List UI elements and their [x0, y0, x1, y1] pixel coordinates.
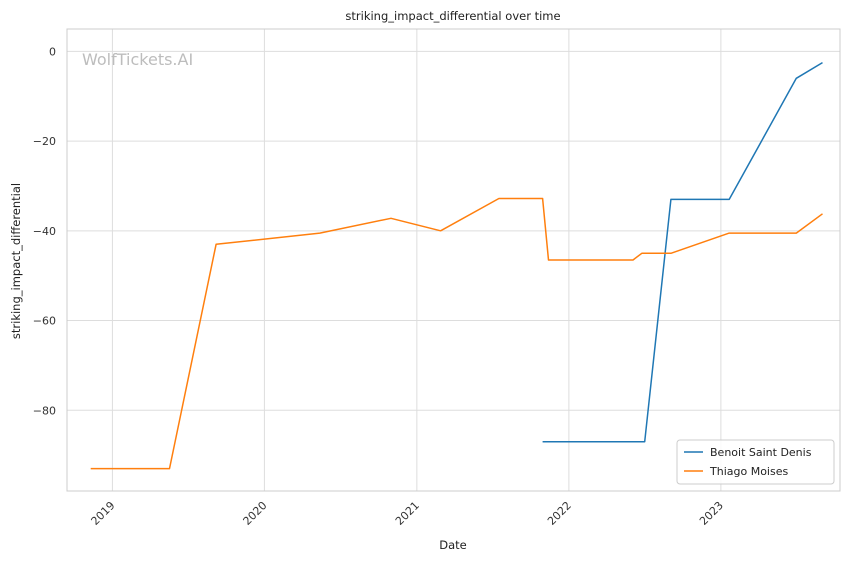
x-axis-label: Date [439, 538, 467, 552]
x-tick-label: 2020 [241, 499, 270, 528]
series-line-benoit-saint-denis [542, 61, 823, 443]
legend-entry-benoit-saint-denis: Benoit Saint Denis [710, 446, 812, 459]
y-tick-label: −80 [33, 404, 56, 417]
y-axis-label: striking_impact_differential [9, 183, 23, 339]
legend: Benoit Saint Denis Thiago Moises [676, 439, 835, 485]
series-lines [90, 61, 823, 470]
y-tick-label: 0 [49, 45, 56, 58]
y-tick-label: −60 [33, 315, 56, 328]
y-tick-label: −20 [33, 135, 56, 148]
y-tick-label: −40 [33, 225, 56, 238]
watermark: WolfTickets.AI [82, 50, 193, 69]
x-tick-label: 2019 [89, 499, 118, 528]
x-tick-label: 2023 [697, 499, 726, 528]
chart-title: striking_impact_differential over time [345, 9, 560, 23]
x-tick-label: 2022 [545, 499, 574, 528]
series-line-thiago-moises [90, 197, 823, 470]
grid [67, 29, 840, 491]
y-tick-labels: 0 −20 −40 −60 −80 [33, 45, 56, 417]
x-tick-labels: 2019 2020 2021 2022 2023 [89, 499, 726, 528]
plot-area [66, 28, 841, 492]
legend-entry-thiago-moises: Thiago Moises [709, 465, 788, 478]
x-tick-label: 2021 [393, 499, 422, 528]
legend-box [676, 439, 835, 485]
